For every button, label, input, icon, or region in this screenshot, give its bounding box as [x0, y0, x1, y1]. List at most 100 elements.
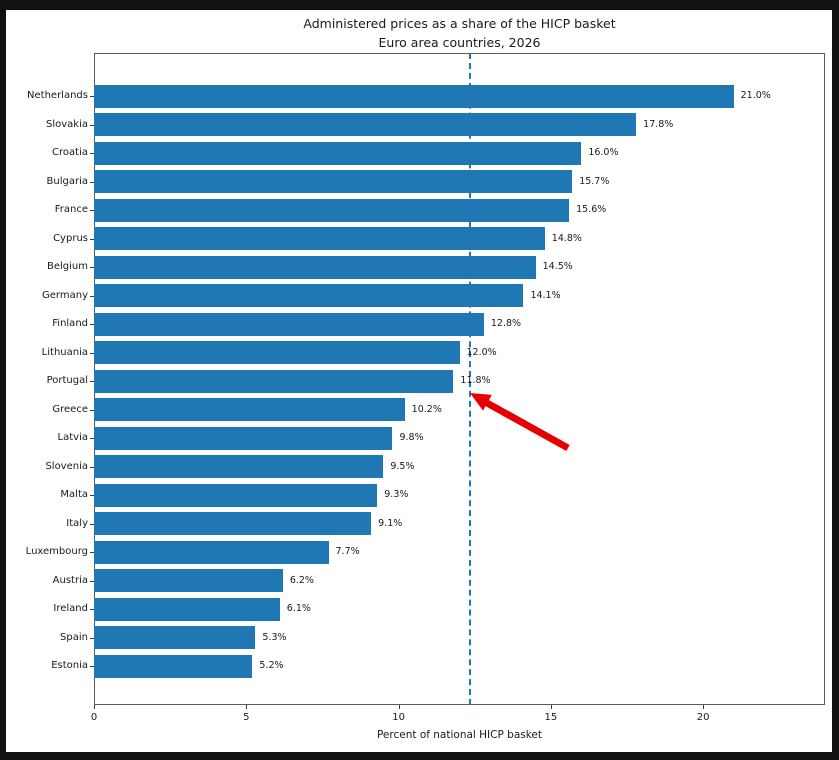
bar-value-label: 11.8% [460, 375, 491, 386]
bar [94, 198, 570, 222]
x-axis-tick-label: 0 [90, 712, 98, 723]
bar [94, 341, 460, 364]
y-axis-tick [90, 381, 94, 382]
bar-value-label: 9.8% [399, 432, 424, 443]
bar [94, 255, 536, 279]
country-label: Malta [60, 489, 88, 500]
bar [94, 455, 384, 478]
chart-title: Administered prices as a share of the HI… [303, 16, 616, 31]
y-axis-tick [90, 267, 94, 268]
bar [94, 540, 329, 564]
y-axis-tick [90, 495, 94, 496]
bar-value-label: 9.3% [384, 489, 409, 500]
y-axis-tick [90, 552, 94, 553]
y-axis-tick [90, 181, 94, 183]
bar [94, 369, 454, 393]
y-axis-tick [90, 409, 94, 411]
bar [94, 398, 405, 421]
x-axis-label: Percent of national HICP basket [376, 729, 543, 741]
bar [94, 483, 378, 507]
y-axis-tick [90, 523, 94, 525]
y-axis-tick [90, 295, 94, 297]
bar-value-label: 9.5% [390, 460, 415, 472]
bar-value-label: 10.2% [411, 403, 442, 415]
country-label: Ireland [53, 603, 88, 614]
country-label: Latvia [57, 432, 88, 443]
country-label: Luxembourg [25, 546, 88, 557]
bar [94, 626, 256, 649]
country-label: France [54, 204, 88, 215]
bar [94, 426, 393, 450]
bar [94, 170, 573, 193]
x-axis-tick [703, 705, 705, 709]
bar [94, 84, 734, 108]
bar-value-label: 16.0% [588, 147, 619, 158]
country-label: Finland [52, 318, 88, 329]
bar-value-label: 12.8% [490, 318, 522, 329]
x-axis-tick-label: 5 [243, 712, 250, 723]
country-label: Netherlands [27, 90, 88, 101]
bar-value-label: 14.5% [542, 261, 573, 272]
y-axis-tick [90, 96, 94, 97]
y-axis-tick [90, 438, 94, 439]
y-axis-tick [90, 580, 94, 582]
x-axis-tick [246, 705, 248, 709]
bar-value-label: 7.7% [335, 546, 360, 557]
bar-value-label: 14.1% [530, 289, 561, 301]
y-axis-tick [90, 637, 94, 639]
country-label: Bulgaria [46, 175, 88, 187]
x-axis-tick-label: 10 [392, 712, 405, 723]
country-label: Lithuania [41, 346, 88, 358]
country-label: Slovenia [45, 460, 88, 472]
country-label: Italy [66, 517, 88, 529]
bar-value-label: 5.3% [262, 631, 287, 643]
bar [94, 512, 372, 535]
bar [94, 654, 253, 678]
y-axis-tick [90, 352, 94, 354]
y-axis-tick [90, 210, 94, 211]
y-axis-tick [90, 666, 94, 667]
figure-canvas: Administered prices as a share of the HI… [6, 10, 832, 752]
y-axis-tick [90, 466, 94, 468]
y-axis-tick [90, 238, 94, 240]
bar-value-label: 5.2% [259, 660, 284, 671]
x-axis-tick [398, 705, 400, 709]
bar [94, 312, 484, 336]
x-axis-tick [550, 705, 552, 709]
bar [94, 597, 280, 621]
x-axis-tick-label: 15 [544, 712, 558, 723]
bar-value-label: 21.0% [740, 90, 771, 101]
country-label: Spain [60, 631, 88, 643]
country-label: Croatia [52, 147, 88, 158]
bar-value-label: 14.8% [551, 232, 582, 244]
country-label: Slovakia [46, 118, 88, 130]
y-axis-tick [90, 609, 94, 610]
bar [94, 141, 582, 165]
country-label: Germany [42, 289, 88, 301]
bar-value-label: 15.6% [576, 204, 607, 215]
bar-value-label: 12.0% [466, 346, 497, 358]
bar-value-label: 17.8% [643, 118, 674, 130]
bar [94, 113, 637, 136]
y-axis-tick [90, 124, 94, 126]
bar [94, 227, 545, 250]
bar-value-label: 9.1% [378, 517, 403, 529]
country-label: Austria [52, 574, 88, 586]
reference-dashed-line [468, 53, 471, 705]
country-label: Greece [52, 403, 88, 415]
country-label: Belgium [47, 261, 88, 272]
y-axis-tick [90, 153, 94, 154]
bar-value-label: 6.1% [286, 603, 311, 614]
y-axis-tick [90, 324, 94, 325]
chart-subtitle: Euro area countries, 2026 [378, 35, 541, 50]
chart-title-block: Administered prices as a share of the HI… [94, 14, 825, 52]
bar [94, 569, 283, 592]
bar [94, 284, 524, 307]
country-label: Cyprus [53, 232, 88, 244]
x-axis-tick-label: 20 [696, 712, 710, 723]
bar-value-label: 15.7% [579, 175, 610, 187]
country-label: Portugal [46, 375, 88, 386]
country-label: Estonia [51, 660, 88, 671]
bar-value-label: 6.2% [289, 574, 314, 586]
